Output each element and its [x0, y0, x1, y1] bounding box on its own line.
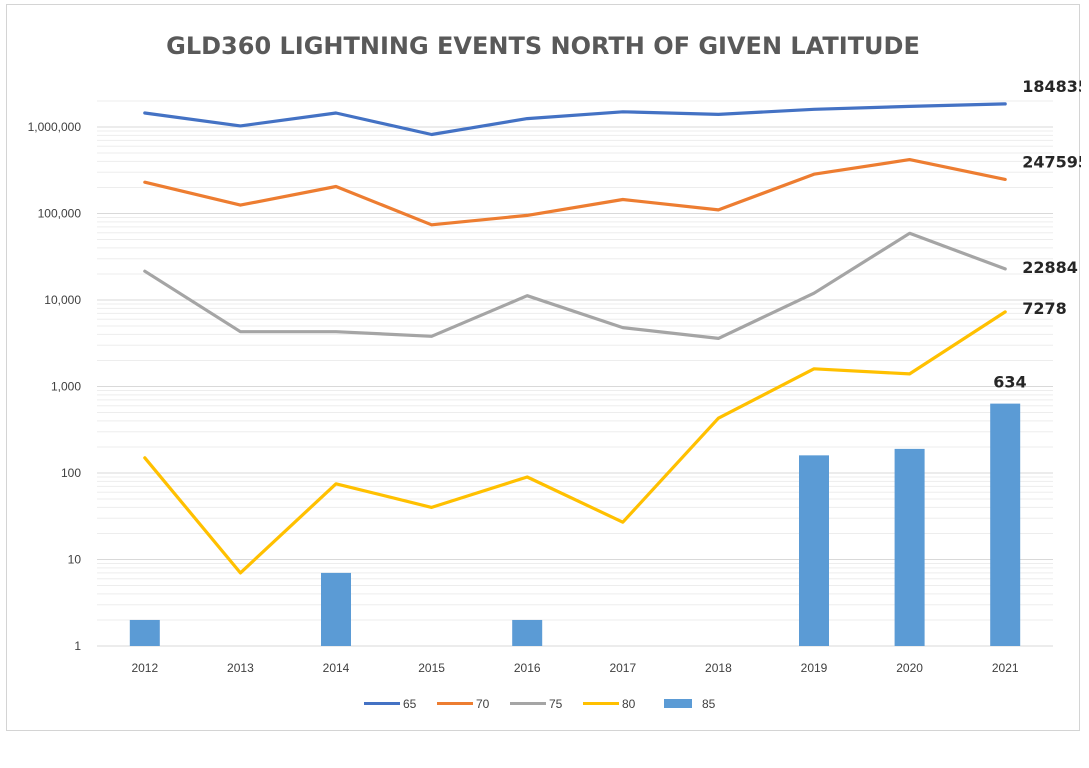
bar-85-2012	[129, 619, 160, 646]
x-tick-label: 2016	[514, 661, 541, 675]
legend-label-70: 70	[476, 697, 490, 711]
line-series-70	[143, 158, 1007, 227]
data-label-85: 634	[993, 373, 1026, 392]
line-series	[143, 102, 1007, 575]
x-tick-label: 2013	[227, 661, 254, 675]
x-tick-label: 2014	[323, 661, 350, 675]
y-tick-label: 10	[68, 553, 82, 567]
line-series-80	[143, 310, 1007, 575]
line-series-65	[143, 102, 1007, 137]
line-series-75	[143, 231, 1007, 340]
data-labels: 1848350 247595 22884 7278 634	[993, 77, 1081, 392]
x-axis-ticks: 2012 2013 2014 2015 2016 2017 2018 2019 2020 2021	[131, 661, 1018, 675]
x-tick-label: 2018	[705, 661, 732, 675]
legend-label-80: 80	[622, 697, 636, 711]
data-label-75: 22884	[1022, 258, 1078, 277]
x-tick-label: 2017	[609, 661, 636, 675]
y-tick-label: 100,000	[38, 207, 82, 221]
legend-label-85: 85	[702, 697, 716, 711]
data-label-80: 7278	[1022, 299, 1067, 318]
y-tick-label: 1,000	[51, 380, 81, 394]
chart-frame: GLD360 LIGHTNING EVENTS NORTH OF GIVEN L…	[6, 4, 1081, 731]
y-tick-label: 10,000	[44, 293, 81, 307]
legend-swatch-85	[664, 699, 692, 708]
gridlines	[97, 100, 1053, 647]
chart: GLD360 LIGHTNING EVENTS NORTH OF GIVEN L…	[28, 32, 1081, 711]
bar-series	[129, 403, 1021, 646]
legend: 65 70 75 80 85	[364, 697, 716, 711]
y-tick-label: 1	[74, 639, 81, 653]
y-tick-label: 100	[61, 466, 81, 480]
bar-85-2021	[990, 403, 1021, 646]
chart-title: GLD360 LIGHTNING EVENTS NORTH OF GIVEN L…	[166, 32, 920, 60]
x-tick-label: 2021	[992, 661, 1019, 675]
bar-85-2019	[799, 455, 829, 646]
x-tick-label: 2019	[801, 661, 828, 675]
y-axis-ticks: 1 10 100 1,000 10,000 100,000 1,000,000	[28, 120, 82, 653]
x-tick-label: 2012	[131, 661, 158, 675]
x-tick-label: 2020	[896, 661, 923, 675]
bar-85-2016	[512, 619, 543, 646]
legend-label-75: 75	[549, 697, 563, 711]
y-tick-label: 1,000,000	[28, 120, 82, 134]
data-label-65: 1848350	[1022, 77, 1081, 96]
x-tick-label: 2015	[418, 661, 445, 675]
bar-85-2014	[321, 572, 351, 646]
legend-label-65: 65	[403, 697, 417, 711]
bar-85-2020	[894, 448, 925, 646]
data-label-70: 247595	[1022, 152, 1081, 171]
